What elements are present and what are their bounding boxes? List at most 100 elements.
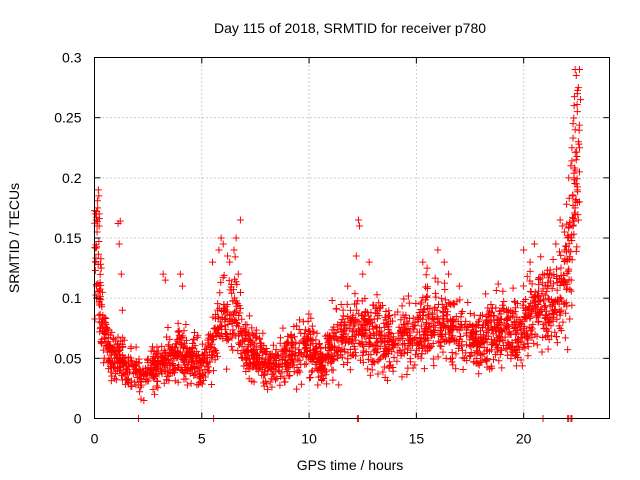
data-point [354, 297, 362, 305]
data-point [527, 323, 535, 331]
data-point [226, 310, 234, 318]
data-point [287, 347, 295, 355]
data-point [115, 240, 123, 248]
data-point [346, 306, 354, 314]
data-point [477, 351, 485, 359]
data-point [499, 287, 507, 295]
data-point [455, 282, 463, 290]
data-point [461, 322, 469, 330]
data-point [441, 338, 449, 346]
data-point [181, 339, 189, 347]
data-point [292, 338, 300, 346]
data-point [454, 317, 462, 325]
data-point [302, 360, 310, 368]
data-point [328, 343, 336, 351]
data-point [102, 338, 110, 346]
data-point [124, 353, 132, 361]
data-point [574, 84, 582, 92]
data-point [549, 256, 557, 264]
data-point [396, 335, 404, 343]
data-point [228, 315, 236, 323]
data-point [300, 335, 308, 343]
data-point [213, 353, 221, 361]
data-point [574, 138, 582, 146]
data-point [170, 350, 178, 358]
data-point [227, 283, 235, 291]
data-point [512, 304, 520, 312]
data-point [228, 289, 236, 297]
data-point [136, 375, 144, 383]
data-point [303, 351, 311, 359]
data-point [189, 351, 197, 359]
data-point [523, 333, 531, 341]
data-point [100, 354, 108, 362]
data-point [295, 326, 303, 334]
data-point [534, 292, 542, 300]
data-point [478, 324, 486, 332]
data-point [296, 316, 304, 324]
data-point [204, 331, 212, 339]
data-point [571, 197, 579, 205]
data-point [153, 369, 161, 377]
data-point [509, 284, 517, 292]
data-point [385, 307, 393, 315]
data-point [364, 365, 372, 373]
data-point [558, 222, 566, 230]
data-point [323, 350, 331, 358]
data-point [404, 344, 412, 352]
data-point [398, 302, 406, 310]
data-point [139, 369, 147, 377]
data-point [364, 320, 372, 328]
data-point [95, 301, 103, 309]
data-point [376, 304, 384, 312]
data-point [228, 343, 236, 351]
data-point [329, 366, 337, 374]
data-point [167, 345, 175, 353]
y-tick-label: 0.1 [62, 290, 82, 306]
data-point [268, 350, 276, 358]
data-point [144, 377, 152, 385]
data-point [497, 335, 505, 343]
data-point [553, 315, 561, 323]
data-point [510, 324, 518, 332]
data-point [475, 321, 483, 329]
data-point [476, 312, 484, 320]
data-point [555, 275, 563, 283]
data-point [268, 383, 276, 391]
data-point [92, 258, 100, 266]
data-point [538, 307, 546, 315]
data-point [485, 325, 493, 333]
data-point [435, 319, 443, 327]
data-point [480, 349, 488, 357]
data-point [132, 343, 140, 351]
data-point [292, 351, 300, 359]
data-point [513, 342, 521, 350]
data-point [127, 377, 135, 385]
data-point [158, 342, 166, 350]
data-point [512, 362, 520, 370]
data-point [429, 355, 437, 363]
data-point [482, 356, 490, 364]
data-point [475, 335, 483, 343]
data-point [106, 331, 114, 339]
data-point [572, 247, 580, 255]
data-point [191, 364, 199, 372]
data-point [549, 313, 557, 321]
data-point [528, 307, 536, 315]
data-point [234, 312, 242, 320]
data-point [497, 346, 505, 354]
data-point [351, 316, 359, 324]
data-point [569, 192, 577, 200]
data-point [527, 306, 535, 314]
data-point [170, 367, 178, 375]
data-point [373, 291, 381, 299]
data-point [359, 270, 367, 278]
data-point [385, 364, 393, 372]
data-point [151, 390, 159, 398]
x-tick-label: 5 [198, 431, 206, 447]
data-point [214, 325, 222, 333]
data-point [523, 272, 531, 280]
data-point [317, 356, 325, 364]
data-point [520, 340, 528, 348]
data-point [283, 365, 291, 373]
